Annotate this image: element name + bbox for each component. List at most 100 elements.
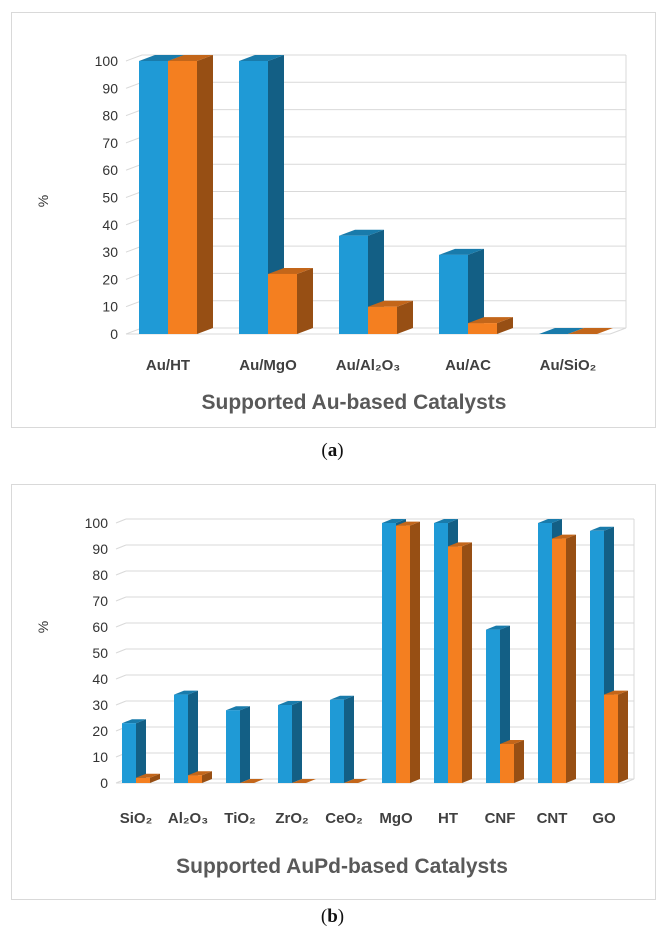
gridline-side <box>115 622 127 628</box>
bar-b-series2-1 <box>188 771 212 783</box>
bar-front <box>139 61 168 334</box>
bar-top <box>552 534 576 539</box>
bar-front <box>604 694 618 783</box>
bar-top <box>568 328 613 334</box>
bar-top <box>168 55 213 61</box>
chart-panel-b: 0 10 20 30 40 50 60 70 80 90 100% SiO₂ Al₂O₃ TiO₂ ZrO₂… <box>11 484 656 900</box>
bar-side <box>410 521 420 783</box>
x-tick-label: SiO₂ <box>120 810 153 827</box>
bar-side <box>344 695 354 783</box>
bar-b-series2-3 <box>292 779 316 783</box>
y-axis-label: % <box>35 621 51 633</box>
bar-side <box>268 55 284 334</box>
gridline-side <box>115 518 127 524</box>
bar-front <box>590 530 604 783</box>
caption-b: (b) <box>320 906 345 927</box>
y-tick-label: 50 <box>92 645 108 661</box>
chart-panel-a: 0 10 20 30 40 50 60 70 80 90 100% Au/HT Au/MgO Au/Al₂… <box>11 12 656 428</box>
bar-a-series2-0 <box>168 55 213 334</box>
bar-a-series2-3 <box>468 317 513 334</box>
bar-b-series2-9 <box>604 690 628 783</box>
bar-side <box>197 55 213 334</box>
bar-front <box>239 61 268 334</box>
y-tick-label: 80 <box>102 108 118 124</box>
bar-a-series2-1 <box>268 267 313 334</box>
bar-b-series2-7 <box>500 740 524 783</box>
bar-front <box>226 710 240 783</box>
x-tick-label: Au/MgO <box>239 357 297 374</box>
y-tick-label: 40 <box>92 671 108 687</box>
x-tick-label: HT <box>438 810 458 827</box>
bar-front <box>468 323 497 334</box>
bar-front <box>486 629 500 783</box>
bar-side <box>497 317 513 334</box>
bar-side <box>240 706 250 783</box>
bar-b-series1-3 <box>278 701 302 783</box>
bar-front <box>330 699 344 783</box>
bar-b-series2-5 <box>396 521 420 783</box>
bar-top <box>330 695 354 700</box>
bar-top <box>226 706 250 711</box>
bar-front <box>339 235 368 334</box>
bar-top <box>139 55 184 61</box>
x-axis-title: Supported Au-based Catalysts <box>202 391 507 414</box>
gridline-side <box>115 674 127 680</box>
bar-side <box>462 542 472 783</box>
bar-front <box>434 523 448 783</box>
chart-b-svg: 0 10 20 30 40 50 60 70 80 90 100% SiO₂ Al₂O₃ TiO₂ ZrO₂… <box>35 515 635 878</box>
gridline-side <box>115 570 127 576</box>
bar-top <box>268 267 313 274</box>
bar-b-series2-8 <box>552 534 576 783</box>
y-axis-label: % <box>35 195 51 207</box>
bar-top <box>239 55 284 61</box>
x-tick-label: GO <box>592 810 616 827</box>
bar-a-series1-4 <box>539 328 584 334</box>
bar-a-series2-4 <box>568 328 613 334</box>
y-tick-label: 10 <box>92 749 108 765</box>
bar-top <box>339 229 384 236</box>
bar-front <box>538 523 552 783</box>
y-tick-label: 20 <box>102 271 118 287</box>
bar-side <box>136 719 146 783</box>
floor-edge <box>623 778 635 784</box>
y-tick-label: 80 <box>92 567 108 583</box>
floor-edge <box>609 327 627 335</box>
x-tick-label: Au/AC <box>445 357 491 374</box>
bar-side <box>202 771 212 783</box>
bar-top <box>278 701 302 705</box>
caption-a: (a) <box>321 440 344 461</box>
bar-side <box>618 690 628 783</box>
bar-front <box>268 273 297 334</box>
bar-front <box>278 705 292 783</box>
x-tick-label: MgO <box>379 810 413 827</box>
bar-a-series1-3 <box>439 248 484 334</box>
x-tick-label: Au/HT <box>146 357 190 374</box>
bar-top <box>136 773 160 778</box>
bar-top <box>468 317 513 324</box>
bar-front <box>382 523 396 783</box>
gridline-side <box>115 544 127 550</box>
y-tick-label: 30 <box>92 697 108 713</box>
bar-top <box>448 542 472 547</box>
bar-top <box>434 519 458 523</box>
y-tick-label: 90 <box>92 541 108 557</box>
y-tick-label: 60 <box>102 162 118 178</box>
y-tick-label: 50 <box>102 190 118 206</box>
x-tick-label: Au/SiO₂ <box>540 357 597 374</box>
bar-top <box>396 521 420 526</box>
bar-top <box>122 719 146 724</box>
bar-top <box>344 779 368 783</box>
y-tick-label: 40 <box>102 217 118 233</box>
y-tick-label: 100 <box>95 53 119 69</box>
bar-side <box>566 534 576 783</box>
bar-front <box>188 775 202 783</box>
bar-a-series1-1 <box>239 55 284 334</box>
x-tick-label: CNT <box>537 810 568 827</box>
bar-front <box>174 694 188 783</box>
bar-b-series1-0 <box>122 719 146 783</box>
bar-top <box>240 779 264 783</box>
bar-front <box>439 254 468 334</box>
bar-b-series2-0 <box>136 773 160 783</box>
bar-front <box>396 525 410 783</box>
bar-top <box>604 690 628 695</box>
